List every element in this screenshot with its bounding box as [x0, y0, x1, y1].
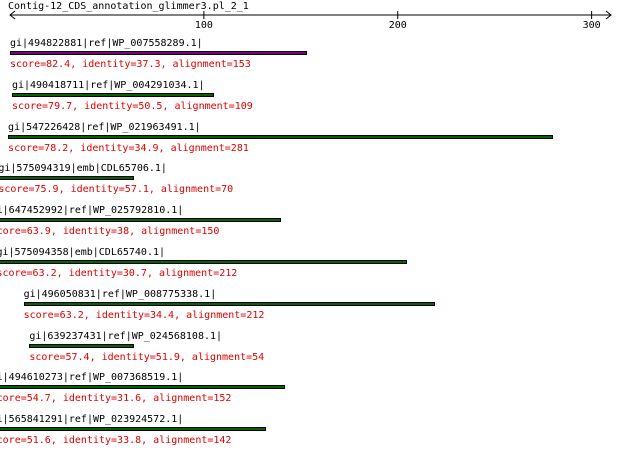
hit-score: score=63.2, identity=30.7, alignment=212: [0, 268, 238, 279]
hit-score: score=79.7, identity=50.5, alignment=109: [11, 100, 253, 112]
hit-score: score=54.7, identity=31.6, alignment=152: [0, 393, 232, 405]
hit-score: score=63.2, identity=34.4, alignment=212: [23, 309, 265, 321]
hit-alignment-bar[interactable]: [8, 134, 553, 139]
hit-score: score=82.4, identity=37.3, alignment=153: [10, 59, 251, 70]
hit-alignment-bar[interactable]: [0, 385, 286, 390]
hit-name[interactable]: gi|494610273|ref|WP_007368519.1|: [0, 372, 184, 384]
hit-alignment-bar[interactable]: [0, 218, 282, 223]
hit-alignment-bar[interactable]: [10, 51, 307, 55]
hit-alignment-bar[interactable]: [0, 176, 135, 181]
position-ruler: 100 200 300: [9, 10, 612, 30]
hit-name[interactable]: gi|496050831|ref|WP_008775338.1|: [23, 288, 217, 300]
hit-score: score=51.6, identity=33.8, alignment=142: [0, 435, 232, 447]
hit-score: score=75.9, identity=57.1, alignment=70: [0, 184, 234, 196]
hit-name[interactable]: gi|547226428|ref|WP_021963491.1|: [8, 121, 201, 133]
axis-tick-label: 300: [583, 20, 601, 30]
hit-alignment-bar[interactable]: [11, 92, 214, 97]
hit-name[interactable]: gi|575094319|emb|CDL65706.1|: [0, 163, 167, 175]
hit-alignment-bar[interactable]: [29, 343, 135, 348]
axis-tick-label: 200: [389, 20, 407, 30]
hit-name[interactable]: gi|639237431|ref|WP_024568108.1|: [29, 330, 223, 342]
axis-left-arrow: [9, 10, 16, 20]
hit-score: score=63.9, identity=38, alignment=150: [0, 226, 220, 238]
hit-score: score=78.2, identity=34.9, alignment=281: [8, 142, 249, 154]
contig-title: Contig-12_CDS_annotation_glimmer3.pl_2_1: [8, 1, 249, 12]
axis-right-arrow: [605, 10, 612, 20]
axis-tick-label: 100: [195, 20, 213, 30]
hit-name[interactable]: gi|565841291|ref|WP_023924572.1|: [0, 414, 184, 426]
hit-alignment-bar[interactable]: [0, 427, 266, 432]
hit-name[interactable]: gi|490418711|ref|WP_004291034.1|: [11, 79, 205, 91]
hit-alignment-bar[interactable]: [23, 301, 435, 306]
hit-score: score=57.4, identity=51.9, alignment=54: [29, 351, 265, 363]
hit-name[interactable]: gi|575094358|emb|CDL65740.1|: [0, 247, 166, 258]
hit-name[interactable]: gi|647452992|ref|WP_025792810.1|: [0, 205, 184, 217]
hit-name[interactable]: gi|494822881|ref|WP_007558289.1|: [10, 38, 203, 49]
hit-alignment-bar[interactable]: [0, 260, 408, 264]
